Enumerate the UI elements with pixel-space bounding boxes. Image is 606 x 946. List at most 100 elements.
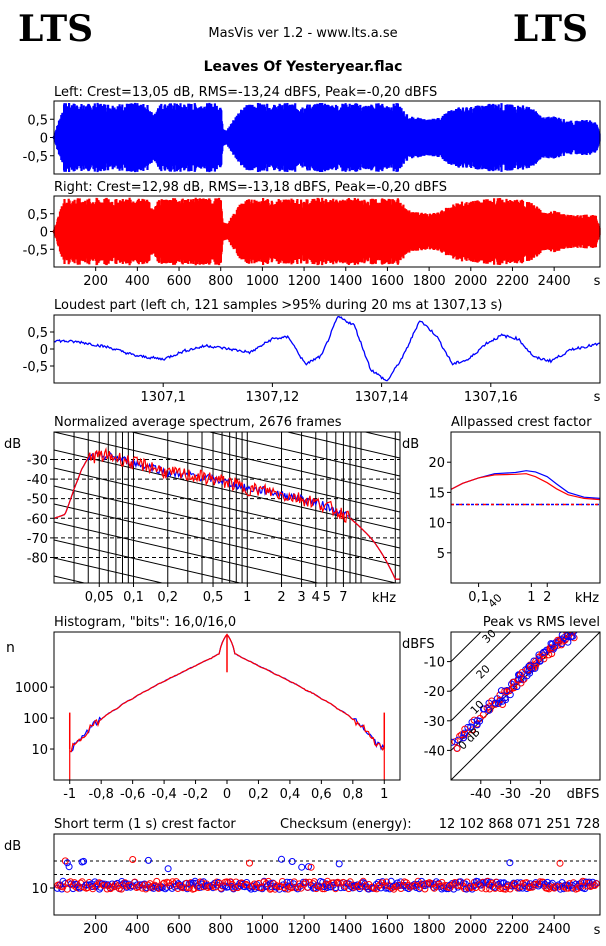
spectrum-xtick-label: 4 <box>312 590 320 605</box>
crest-xtick-label: 0,1 <box>468 590 489 605</box>
shortterm-points <box>53 855 600 893</box>
loudest-ytick-label: 0 <box>40 343 48 358</box>
spectrum-xtick-label: 1 <box>243 590 251 605</box>
spectrum-slope-line <box>54 521 321 583</box>
peakrms-diagonal <box>451 632 600 780</box>
peakrms-point <box>473 721 481 729</box>
spectrum-slope-line <box>54 467 400 549</box>
shortterm-xtick-label: 1200 <box>288 922 321 937</box>
crest-frame <box>450 431 601 584</box>
peakrms-diagonal <box>451 632 482 663</box>
spectrum-slope-line <box>54 432 400 513</box>
crest-ytick-label: 20 <box>428 456 445 471</box>
peakrms-point <box>547 640 555 648</box>
waveform-left-title: Left: Crest=13,05 dB, RMS=-13,24 dBFS, P… <box>54 85 437 100</box>
shortterm-xtick-label: 2400 <box>538 922 571 937</box>
shortterm-point <box>288 858 296 865</box>
histogram-ylabel: n <box>6 640 15 656</box>
histogram-xtick-label: -0,8 <box>88 787 113 802</box>
peakrms-xtick-label: -20 <box>530 787 551 802</box>
shortterm-point <box>134 883 142 891</box>
spectrum-xtick-label: 0,1 <box>123 590 144 605</box>
logo-left: LTS <box>18 8 94 50</box>
shortterm-point <box>463 878 471 886</box>
shortterm-point <box>144 856 152 864</box>
shortterm-xtick-label: 1800 <box>413 922 446 937</box>
shortterm-point <box>565 882 573 890</box>
shortterm-ylabel: dB <box>4 839 21 854</box>
peakrms-point <box>531 664 539 672</box>
peakrms-point <box>467 723 475 731</box>
shortterm-point <box>283 878 291 886</box>
peakrms-point <box>527 663 535 671</box>
shortterm-point <box>335 860 343 868</box>
peakrms-ytick-label: -30 <box>424 715 445 730</box>
spectrum-slope-line <box>207 432 400 477</box>
spectrum-ytick-label: -70 <box>27 532 48 547</box>
crest-ytick-label: 5 <box>437 547 445 562</box>
spectrum-ytick-label: -40 <box>27 473 48 488</box>
shortterm-point <box>479 878 487 886</box>
waveform-right-xtick-label: 1600 <box>371 274 404 289</box>
shortterm-point <box>246 859 253 867</box>
histogram-title: Histogram, "bits": 16,0/16,0 <box>54 615 236 630</box>
histogram-xtick-label: 0,6 <box>311 787 332 802</box>
spectrum-slope-line <box>54 485 400 567</box>
shortterm-point <box>379 878 386 886</box>
spectrum-ytick-label: -50 <box>27 493 48 508</box>
histogram-xtick-label: -1 <box>63 787 76 802</box>
waveform-right-xtick-label: 2400 <box>538 274 571 289</box>
shortterm-xtick-label: 2200 <box>496 922 529 937</box>
spectrum-ytick-label: -30 <box>27 453 48 468</box>
spectrum-right-curve <box>54 447 400 580</box>
crest-ytick-label: 15 <box>428 486 445 501</box>
peakrms-point <box>515 671 522 679</box>
peakrms-point <box>451 738 459 746</box>
crest-ylabel: dB <box>402 437 419 452</box>
waveform-right-trace <box>52 197 601 266</box>
histogram-xtick-label: -0,2 <box>183 787 208 802</box>
histogram-xtick-label: 0 <box>223 787 231 802</box>
waveform-right-xtick-label: 1800 <box>413 274 446 289</box>
shortterm-point <box>353 883 361 891</box>
peakrms-diagonal <box>451 632 512 692</box>
peakrms-point <box>551 643 558 651</box>
shortterm-point <box>223 878 231 886</box>
loudest-xtick-label: 1307,16 <box>464 390 518 405</box>
peakrms-point <box>570 634 578 642</box>
peakrms-xtick-label: -30 <box>500 787 521 802</box>
peakrms-diagonal-label: 0 dB <box>456 726 483 753</box>
shortterm-point <box>540 878 547 886</box>
checksum-label: Checksum (energy): <box>280 817 412 832</box>
shortterm-point <box>197 883 205 891</box>
shortterm-xtick-label: 600 <box>167 922 192 937</box>
shortterm-point <box>278 878 286 885</box>
shortterm-point <box>215 879 222 886</box>
spectrum-slope-line <box>54 666 400 746</box>
shortterm-xtick-label: 800 <box>208 922 233 937</box>
shortterm-point <box>107 885 115 893</box>
shortterm-xtick-label: 400 <box>125 922 150 937</box>
shortterm-frame <box>53 833 601 916</box>
spectrum-xtick-label: 0,5 <box>203 590 224 605</box>
histogram-xtick-label: 0,8 <box>342 787 363 802</box>
spectrum-title: Normalized average spectrum, 2676 frames <box>54 415 342 430</box>
peakrms-point <box>485 703 493 711</box>
peakrms-frame <box>450 631 601 781</box>
spectrum-xtick-label: 0,2 <box>157 590 178 605</box>
waveform-left-ytick-label: 0 <box>40 132 48 147</box>
waveform-right-title: Right: Crest=12,98 dB, RMS=-13,18 dBFS, … <box>54 180 447 195</box>
peakrms-point <box>513 683 521 691</box>
spectrum-unit: kHz <box>372 591 396 606</box>
peakrms-ylabel: dBFS <box>402 637 435 652</box>
loudest-unit: s <box>594 390 601 405</box>
waveform-left-ytick-label: 0,5 <box>27 113 48 128</box>
spectrum-xtick-label: 2 <box>277 590 285 605</box>
spectrum-xtick-label: 0,05 <box>85 590 114 605</box>
shortterm-point <box>118 878 126 885</box>
waveform-right-unit: s <box>594 274 601 289</box>
logo-right: LTS <box>512 8 588 50</box>
shortterm-xtick-label: 2000 <box>454 922 487 937</box>
waveform-right-ytick-label: -0,5 <box>23 243 48 258</box>
waveform-right-xtick-label: 2200 <box>496 274 529 289</box>
